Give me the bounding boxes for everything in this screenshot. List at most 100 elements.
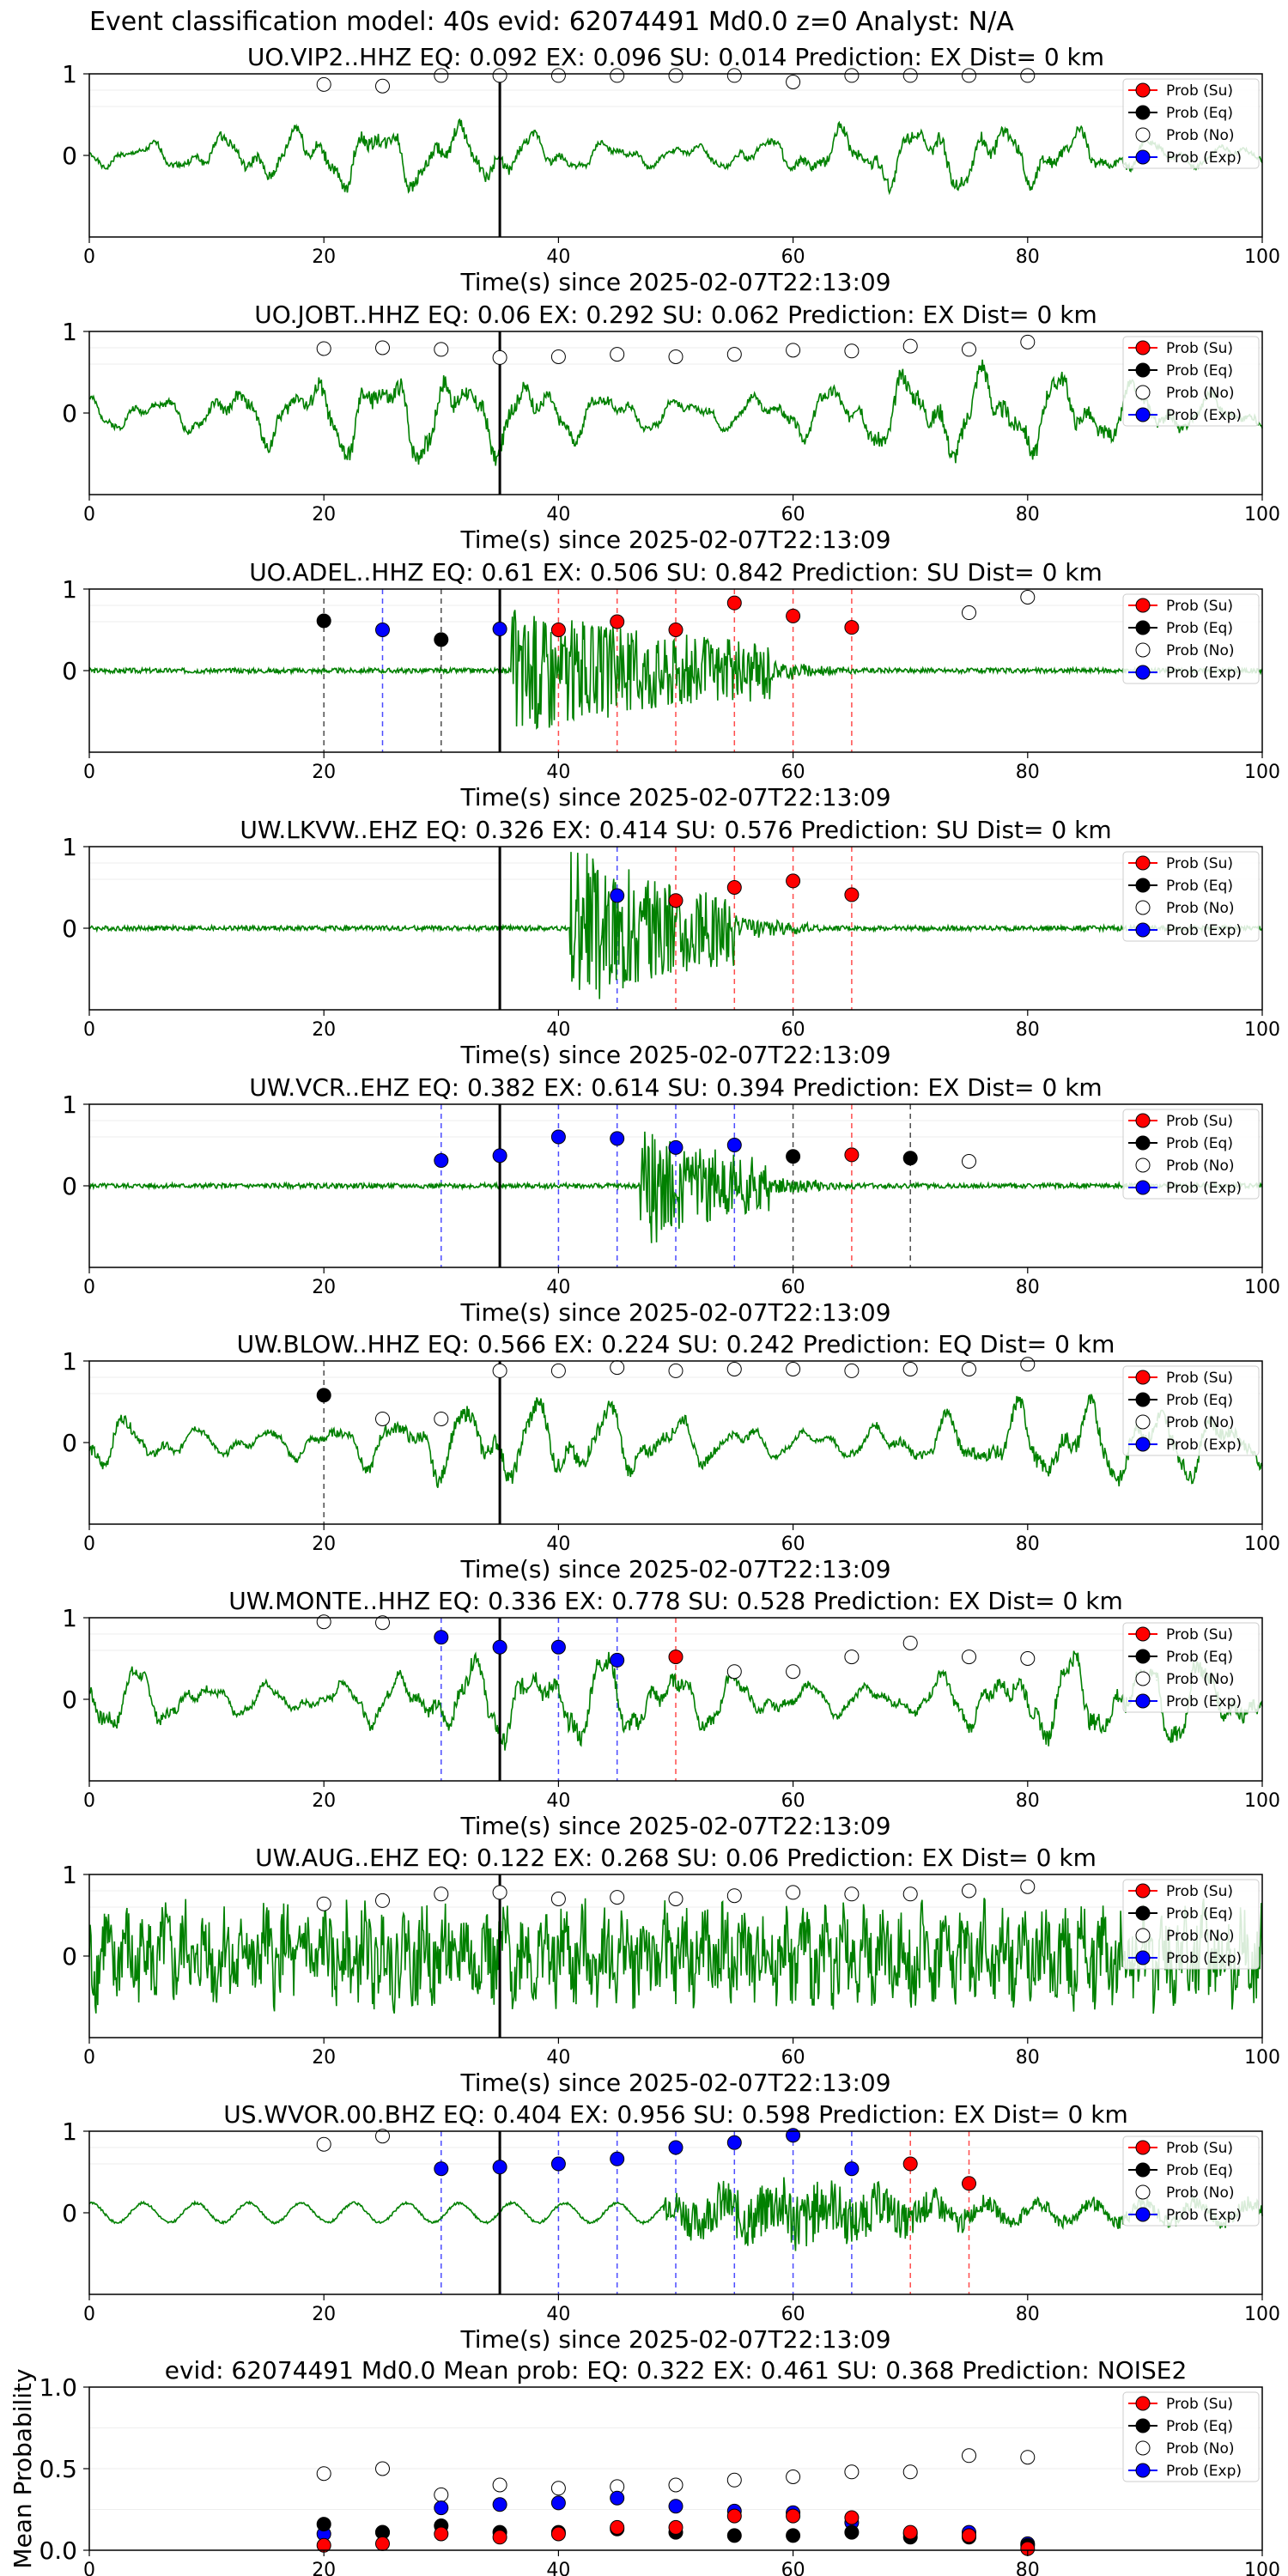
legend-label: Prob (Exp) [1166,922,1242,939]
legend-marker-exp [1135,1950,1151,1965]
prob-point-no [902,1362,918,1376]
x-axis-label: Time(s) since 2025-02-07T22:13:09 [459,1555,890,1583]
legend: Prob (Su) Prob (Eq) Prob (No) Prob (Exp) [1122,1622,1260,1713]
x-tick-label: 40 [546,246,570,268]
mean-prob-point-su [726,2508,742,2524]
axes-frame [88,1617,1263,1782]
trace-panel: US.WVOR.00.BHZ EQ: 0.404 EX: 0.956 SU: 0… [62,2100,1280,2354]
legend-marker-exp [1135,2207,1151,2222]
legend-marker-eq [1135,1392,1151,1407]
x-tick-label: 40 [546,2304,570,2325]
x-tick-label: 40 [546,504,570,526]
prob-point-no [316,76,331,92]
prob-point-no [962,1154,976,1169]
legend-marker-eq [1135,2162,1151,2178]
x-tick-label: 40 [546,2047,570,2069]
prob-point-no [492,349,507,365]
legend: Prob (Su) Prob (Eq) Prob (No) Prob (Exp) [1122,78,1260,169]
y-tick-label: 0 [62,1172,77,1200]
legend: Prob (Su) Prob (Eq) Prob (No) Prob (Exp) [1122,1365,1260,1456]
legend-label: Prob (No) [1166,642,1235,659]
prob-point-exp [550,1129,566,1145]
mean-prob-point-eq [316,2517,331,2532]
mean-prob-point-su [786,2508,801,2524]
mean-prob-point-su [902,2524,918,2540]
x-tick-label: 40 [546,1534,570,1555]
legend-label: Prob (Eq) [1166,1135,1233,1152]
legend-label: Prob (Su) [1166,598,1233,615]
prob-point-su [786,608,801,623]
legend-label: Prob (Exp) [1166,407,1242,424]
mean-prob-point-su [962,2528,976,2543]
x-tick-label: 100 [1244,1534,1280,1555]
mean-prob-point-no [786,2470,801,2484]
prob-point-no [902,68,918,83]
prob-point-exp [434,1153,449,1169]
legend: Prob (Su) Prob (Eq) Prob (No) Prob (Exp) [1122,593,1260,684]
x-tick-label: 100 [1244,2560,1280,2576]
mean-prob-point-exp [550,2495,566,2511]
prob-point-no [550,1363,566,1378]
legend-box [1122,851,1260,942]
waveform-trace [88,1898,1263,2014]
x-tick-label: 80 [1016,2560,1040,2576]
legend-marker-su [1135,855,1151,871]
mean-prob-point-no [550,2481,566,2496]
trace-panel: UW.LKVW..EHZ EQ: 0.326 EX: 0.414 SU: 0.5… [62,816,1280,1069]
mean-prob-point-su [610,2519,625,2535]
x-axis-label: Time(s) since 2025-02-07T22:13:09 [459,1041,890,1069]
legend-marker-su [1135,1883,1151,1899]
legend-box [1122,1365,1260,1456]
legend-label: Prob (No) [1166,2440,1235,2458]
prob-point-su [668,1649,683,1665]
x-tick-label: 0 [83,504,95,526]
prob-point-exp [610,888,625,903]
prob-point-no [316,341,331,356]
prob-point-exp [726,1138,742,1152]
prob-point-no [434,342,449,357]
legend-marker-eq [1135,362,1151,378]
y-tick-label: 0 [62,142,77,170]
x-tick-label: 60 [781,2560,805,2576]
legend-marker-eq [1135,878,1151,893]
legend-label: Prob (Exp) [1166,149,1242,167]
waveform-trace [88,1131,1263,1243]
trace-panel: UW.VCR..EHZ EQ: 0.382 EX: 0.614 SU: 0.39… [62,1073,1280,1327]
x-tick-label: 80 [1016,762,1040,783]
panel-title: UO.JOBT..HHZ EQ: 0.06 EX: 0.292 SU: 0.06… [254,301,1097,329]
prob-point-su [844,620,860,635]
legend-marker-no [1135,1928,1151,1943]
prob-point-no [786,75,801,89]
x-tick-label: 20 [312,504,336,526]
x-tick-label: 40 [546,2560,570,2576]
y-tick-label: 1 [62,1604,77,1632]
x-tick-label: 80 [1016,1534,1040,1555]
prob-point-exp [492,622,507,637]
legend-marker-no [1135,2184,1151,2200]
legend-marker-no [1135,127,1151,143]
prob-point-su [610,614,625,629]
mean-prob-panel: evid: 62074491 Md0.0 Mean prob: EQ: 0.32… [9,2356,1280,2576]
prob-point-no [1020,334,1036,349]
legend-label: Prob (No) [1166,1157,1235,1175]
prob-point-eq [434,632,449,647]
x-tick-label: 40 [546,1277,570,1298]
legend-label: Prob (Exp) [1166,2463,1242,2480]
x-tick-label: 40 [546,1019,570,1041]
mean-prob-point-no [962,2448,976,2464]
mean-prob-point-no [375,2461,390,2476]
prob-point-no [375,2129,390,2144]
y-tick-label: 1 [62,1861,77,1889]
y-tick-label: 0 [62,1686,77,1714]
legend-label: Prob (No) [1166,1928,1235,1945]
axes-frame [88,846,1263,1011]
legend-label: Prob (Eq) [1166,1392,1233,1409]
mean-prob-point-no [492,2477,507,2493]
prob-point-no [316,1896,331,1911]
legend-box [1122,593,1260,684]
prob-point-no [492,1363,507,1378]
mean-prob-point-su [550,2526,566,2542]
legend-label: Prob (Eq) [1166,2162,1233,2179]
prob-point-no [316,1614,331,1630]
prob-point-no [844,343,860,359]
